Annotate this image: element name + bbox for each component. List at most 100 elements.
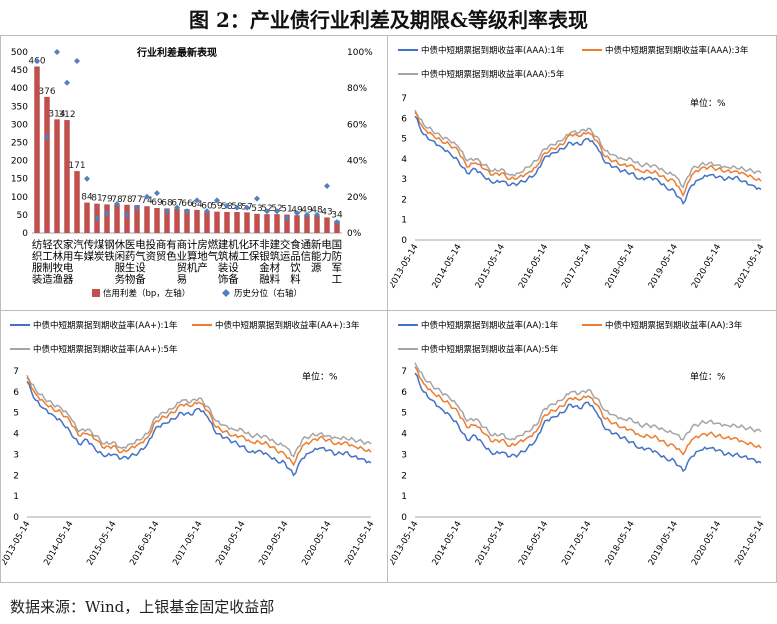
y-axis-tick-label: 4 bbox=[401, 430, 407, 440]
spread-bar bbox=[304, 215, 310, 233]
category-label-char: 服 bbox=[32, 262, 43, 274]
category-label-char: 备 bbox=[135, 273, 146, 286]
series-line-5y bbox=[26, 374, 372, 458]
bar-data-label: 77 bbox=[131, 195, 142, 205]
y-axis-tick-label: 6 bbox=[401, 114, 407, 124]
percentile-point bbox=[104, 210, 110, 217]
bar-data-label: 376 bbox=[38, 87, 55, 97]
bar-data-label: 34 bbox=[331, 211, 343, 221]
spread-bar bbox=[234, 212, 240, 233]
y-axis-tick-label: 2 bbox=[401, 471, 407, 481]
percentile-point bbox=[174, 204, 180, 211]
spread-bar bbox=[284, 214, 290, 233]
bar-chart-panel: 行业利差最新表现 0 50 100 150 200 250 300 350 400 450 500 0%… bbox=[11, 46, 373, 299]
percentile-point bbox=[114, 201, 120, 208]
spread-bar bbox=[314, 215, 320, 233]
legend-label: 中债中短期票据到期收益率(AA):3年 bbox=[605, 320, 743, 331]
bar-data-label: 312 bbox=[58, 110, 75, 120]
legend-label: 中债中短期票据到期收益率(AAA):5年 bbox=[421, 69, 565, 80]
bar-data-label: 51 bbox=[281, 205, 292, 215]
x-axis-tick-label: 2021-05-14 bbox=[733, 243, 766, 291]
category-label-char: 燃 bbox=[208, 238, 219, 251]
category-label-char: 医 bbox=[125, 239, 136, 251]
bar-data-label: 66 bbox=[181, 199, 193, 209]
category-label-char: 有 bbox=[166, 238, 177, 251]
spread-bar bbox=[294, 215, 300, 233]
x-axis-tick-label: 2015-05-14 bbox=[474, 520, 507, 568]
left-axis-tick-label: 400 bbox=[11, 84, 28, 94]
y-axis-tick-label: 7 bbox=[401, 367, 407, 377]
series-line-1y bbox=[414, 115, 762, 205]
x-axis-tick-label: 2016-05-14 bbox=[128, 520, 161, 568]
spread-bar bbox=[204, 211, 210, 233]
percentile-point bbox=[34, 58, 40, 65]
y-axis-tick-label: 7 bbox=[13, 367, 19, 377]
category-label-char: 装 bbox=[218, 261, 229, 274]
category-label-char: 业 bbox=[177, 251, 188, 263]
percentile-point bbox=[154, 190, 160, 197]
y-axis-tick-label: 2 bbox=[13, 471, 19, 481]
y-axis-tick-label: 0 bbox=[401, 236, 407, 246]
percentile-point bbox=[44, 134, 50, 141]
percentile-point bbox=[184, 208, 190, 215]
category-label-char: 交 bbox=[280, 238, 291, 251]
percentile-point bbox=[314, 211, 320, 218]
category-label-char: 投 bbox=[146, 238, 157, 251]
category-label-char: 制 bbox=[42, 261, 53, 274]
x-axis-tick-label: 2018-05-14 bbox=[603, 520, 636, 568]
category-label-char: 林 bbox=[53, 250, 64, 263]
y-axis-tick-label: 0 bbox=[401, 513, 407, 523]
bar-data-label: 81 bbox=[91, 194, 102, 204]
percentile-point bbox=[54, 49, 60, 55]
category-label-char: 电 bbox=[135, 238, 146, 251]
bar-data-label: 60 bbox=[201, 201, 213, 211]
spread-bar bbox=[334, 220, 340, 233]
x-axis-tick-label: 2017-05-14 bbox=[171, 520, 204, 568]
legend-label: 中债中短期票据到期收益率(AA+):1年 bbox=[33, 320, 178, 331]
bar-data-label: 53 bbox=[251, 204, 262, 214]
right-axis-tick-label: 80% bbox=[347, 84, 367, 94]
x-axis-tick-label: 2015-05-14 bbox=[85, 520, 118, 568]
left-axis-tick-label: 500 bbox=[11, 48, 28, 58]
y-axis-tick-label: 0 bbox=[13, 513, 19, 523]
y-axis-tick-label: 6 bbox=[13, 388, 19, 398]
category-label-char: 色 bbox=[166, 250, 177, 263]
bar-data-label: 48 bbox=[311, 206, 323, 216]
category-label-char: 计 bbox=[187, 238, 198, 251]
percentile-point bbox=[254, 195, 260, 202]
spread-bar bbox=[264, 214, 270, 233]
percentile-point bbox=[74, 58, 80, 65]
y-axis-tick-label: 1 bbox=[13, 492, 19, 502]
percentile-point bbox=[214, 197, 220, 204]
category-label-char: 银 bbox=[259, 250, 270, 263]
category-label-char: 服 bbox=[115, 262, 126, 274]
category-label-char: 军 bbox=[332, 262, 343, 274]
category-label-char: 电 bbox=[63, 261, 74, 274]
category-label-char: 饮 bbox=[290, 261, 301, 274]
category-label-char: 地 bbox=[197, 250, 208, 263]
category-label-char: 房 bbox=[197, 238, 208, 251]
category-label-char: 钢 bbox=[104, 238, 115, 251]
x-axis-tick-label: 2020-05-14 bbox=[690, 520, 723, 568]
legend-label: 中债中短期票据到期收益率(AAA):1年 bbox=[421, 45, 565, 56]
category-label-char: 牧 bbox=[53, 261, 64, 274]
bar-data-label: 84 bbox=[81, 193, 93, 203]
category-label-char: 筑 bbox=[218, 250, 229, 263]
bar-chart-title: 行业利差最新表现 bbox=[136, 46, 217, 59]
category-label-char: 电 bbox=[321, 238, 332, 251]
x-axis-tick-label: 2020-05-14 bbox=[300, 520, 333, 568]
category-label-char: 食 bbox=[290, 238, 301, 251]
bar-data-label: 78 bbox=[111, 195, 123, 205]
spread-bar bbox=[194, 209, 200, 233]
category-label-char: 料 bbox=[270, 273, 281, 286]
spread-bar bbox=[74, 171, 80, 233]
right-axis-tick-label: 60% bbox=[347, 120, 367, 130]
category-label-char: 器 bbox=[63, 274, 74, 286]
category-label-char: 品 bbox=[290, 251, 301, 263]
y-axis-tick-label: 5 bbox=[13, 409, 19, 419]
category-label-char: 家 bbox=[63, 238, 74, 251]
category-label-char: 铁 bbox=[104, 250, 115, 263]
line-chart-aaa-panel: 中债中短期票据到期收益率(AAA):1年 中债中短期票据到期收益率(AAA):3年… bbox=[390, 45, 767, 291]
category-label-char: 药 bbox=[125, 251, 136, 263]
spread-bar bbox=[184, 209, 190, 233]
